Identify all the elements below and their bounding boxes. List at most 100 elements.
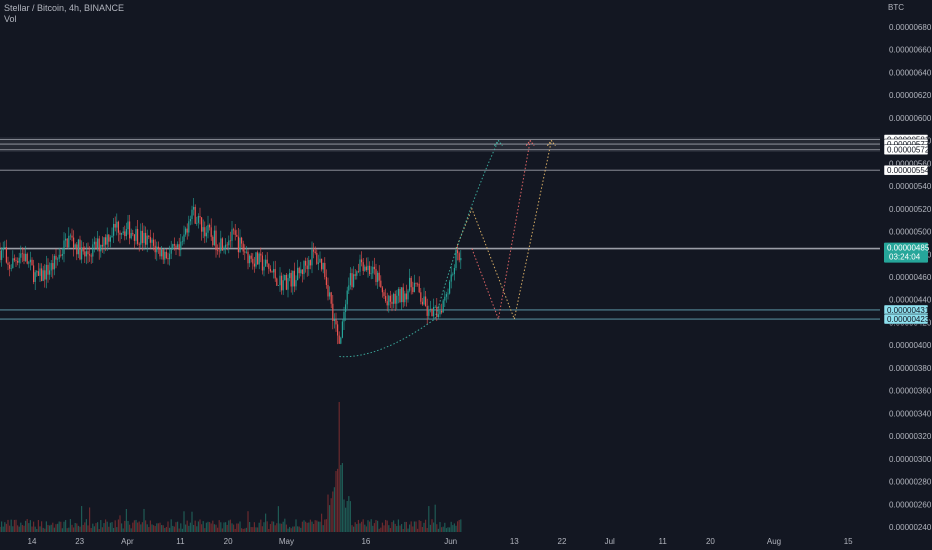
volume-bar (437, 528, 439, 532)
volume-bar (263, 522, 265, 532)
bar-countdown: 03:24:04 (889, 253, 921, 262)
candle-body (125, 229, 127, 237)
candle-body (81, 247, 83, 260)
volume-bar (434, 504, 436, 532)
candle-body (444, 296, 446, 301)
volume-bar (394, 523, 396, 532)
candle-body (52, 263, 54, 270)
candle-body (436, 306, 438, 318)
volume-bar (4, 522, 6, 532)
volume-bar (39, 526, 41, 532)
y-tick-label: 0.00000380 (889, 364, 932, 373)
candle-body (226, 244, 228, 246)
volume-bar (186, 520, 188, 532)
volume-bar (268, 528, 270, 532)
candle-body (39, 268, 41, 276)
volume-bar (295, 519, 297, 532)
candle-body (359, 259, 361, 272)
candle-body (397, 288, 399, 296)
volume-bar (255, 527, 257, 532)
volume-bar (314, 520, 316, 532)
price-tag-label: 0.00000423 (887, 315, 930, 324)
volume-bar (106, 521, 108, 532)
candle-body (130, 233, 132, 239)
volume-bar (322, 525, 324, 532)
candle-body (316, 253, 318, 264)
candle-body (245, 251, 247, 253)
candle-body (148, 235, 150, 238)
volume-bar (221, 528, 223, 532)
volume-bar (428, 506, 430, 532)
projection-path (455, 140, 552, 321)
volume-bar (146, 524, 148, 532)
volume-bar (357, 519, 359, 532)
volume-bar (103, 523, 105, 532)
candle-body (20, 253, 22, 258)
candle-body (119, 232, 121, 235)
volume-bar (93, 526, 95, 532)
volume-bar (149, 520, 151, 532)
volume-bar (175, 522, 177, 532)
time-axis[interactable]: 14 23 Apr 11 20 May 16 Jun 13 22 Jul 11 20 Aug 15 (28, 537, 854, 546)
candle-body (426, 305, 428, 316)
volume-bar (143, 508, 145, 532)
candle-body (50, 263, 52, 271)
volume-bar (225, 522, 227, 532)
candle-body (237, 236, 239, 253)
volume-bar (266, 521, 268, 532)
candle-body (151, 239, 153, 243)
candle-body (84, 251, 86, 257)
volume-bar (137, 522, 139, 532)
candle-body (154, 245, 156, 253)
volume-bar (71, 524, 73, 532)
volume-bar (319, 521, 321, 532)
candle-body (364, 266, 366, 271)
volume-bar (365, 526, 367, 532)
volume-bar (213, 524, 215, 532)
candle-body (181, 241, 183, 243)
volume-bar (287, 528, 289, 532)
candle-body (369, 265, 371, 275)
y-tick-label: 0.00000260 (889, 500, 932, 509)
x-tick-label: 14 (28, 537, 37, 546)
candle-body (49, 270, 51, 275)
candle-body (367, 265, 369, 271)
candle-body (213, 230, 215, 246)
volume-bar (396, 526, 398, 532)
volume-bar (370, 519, 372, 532)
candle-body (385, 296, 387, 302)
candle-body (295, 280, 297, 287)
volume-bar (449, 527, 451, 532)
candle-body (121, 233, 123, 235)
volume-bar (445, 528, 447, 532)
volume-bar (188, 525, 190, 532)
y-tick-label: 0.00000540 (889, 182, 932, 191)
volume-bar (308, 522, 310, 532)
candle-body (276, 278, 278, 286)
candle-body (79, 239, 81, 260)
candle-body (437, 314, 439, 318)
candle-body (173, 244, 175, 246)
candle-body (74, 244, 76, 248)
price-axis[interactable]: BTC 0.00000680 0.00000660 0.00000640 0.00000… (888, 3, 932, 532)
candle-body (258, 253, 260, 265)
candle-body (292, 270, 294, 287)
x-tick-label: Jun (444, 537, 457, 546)
volume-bar (345, 507, 347, 532)
volume-bar (119, 515, 121, 532)
candle-body (450, 274, 452, 282)
volume-bar (194, 520, 196, 532)
volume-bar (261, 526, 263, 532)
candle-body (325, 276, 327, 286)
candle-body (217, 250, 219, 251)
x-tick-label: 23 (75, 537, 84, 546)
volume-bar (325, 519, 327, 532)
candle-body (455, 250, 457, 269)
volume-bar (1, 521, 3, 532)
volume-bar (44, 528, 46, 532)
volume-bar (361, 521, 363, 532)
volume-bar (33, 521, 35, 532)
candle-body (162, 249, 164, 260)
x-tick-label: 15 (844, 537, 853, 546)
